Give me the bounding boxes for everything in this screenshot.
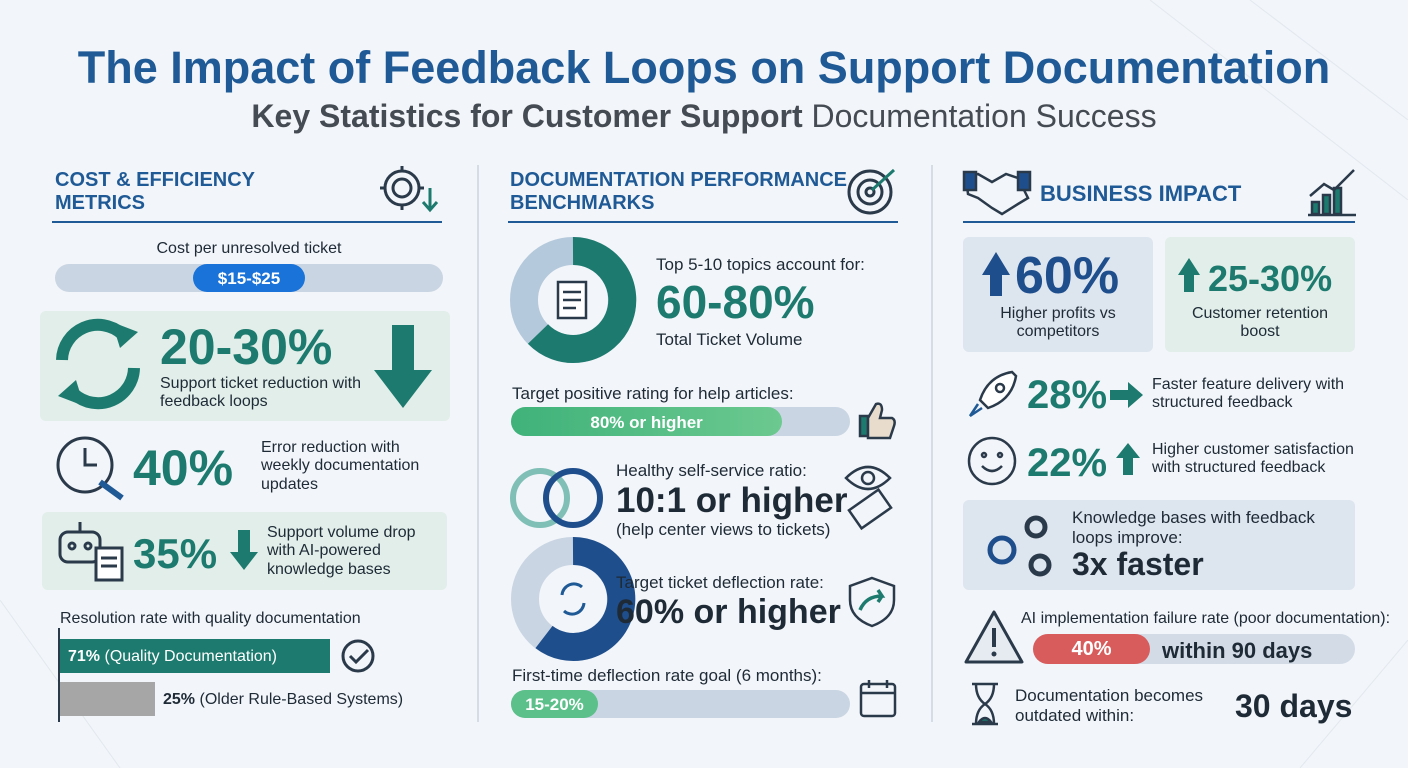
satisfaction-value: 22% <box>1027 441 1108 485</box>
subtitle-bold: Key Statistics for Customer Support <box>251 98 803 134</box>
topics-donut-arc <box>527 236 637 363</box>
outdated-value: 30 days <box>1235 688 1353 724</box>
robot-icon <box>58 522 124 582</box>
volume-text: Support volume drop with AI-powered know… <box>267 524 416 578</box>
hourglass-icon <box>972 682 998 726</box>
shield-icon <box>848 576 896 628</box>
down-arrow <box>230 530 258 570</box>
reduction-box <box>40 311 450 421</box>
calendar-icon <box>859 680 897 718</box>
topics-text: Total Ticket Volume <box>656 330 803 349</box>
bar-value-label: 25% <box>163 691 196 708</box>
check-icon <box>341 639 375 673</box>
knowledge-value: 3x faster <box>1072 546 1204 582</box>
profits-box <box>963 237 1153 352</box>
topics-lead: Top 5-10 topics account for: <box>656 255 865 274</box>
cost-label: Cost per unresolved ticket <box>156 240 342 257</box>
section-heading: COST & EFFICIENCY METRICS <box>55 169 255 214</box>
failure-text: AI implementation failure rate (poor doc… <box>1021 610 1391 627</box>
target-icon <box>847 168 896 215</box>
knowledge-box <box>963 500 1355 590</box>
bar-value-label: 71% <box>68 648 101 665</box>
eye-ticket-icon <box>844 465 893 531</box>
retention-box <box>1165 237 1355 352</box>
right-arrow <box>1110 382 1143 408</box>
reduction-value: 20-30% <box>160 319 333 375</box>
resolution-bar <box>60 639 330 673</box>
delivery-text: Faster feature delivery with structured … <box>1152 376 1345 412</box>
down-arrow <box>374 325 432 408</box>
deflection-donut-arc <box>535 536 636 661</box>
cost-pill <box>193 264 305 292</box>
resolution-title: Resolution rate with quality documentati… <box>60 610 361 627</box>
up-arrow <box>982 252 1010 296</box>
retention-text: Customer retention boost <box>1191 305 1329 341</box>
deflection-value: 60% or higher <box>616 593 841 631</box>
error-value: 40% <box>133 440 234 496</box>
failure-suffix: within 90 days <box>1162 638 1313 663</box>
reduction-text: Support ticket reduction with feedback l… <box>160 375 361 411</box>
error-text: Error reduction with weekly documentatio… <box>261 439 420 493</box>
cost-value: $15-$25 <box>217 269 281 288</box>
resolution-bar <box>60 682 155 716</box>
profits-value: 60% <box>1015 247 1120 305</box>
bar-name: (Quality Documentation) <box>104 648 277 665</box>
topics-value: 60-80% <box>656 276 815 328</box>
up-arrow <box>1116 443 1140 475</box>
cycle-icon <box>56 318 140 410</box>
first-time-lead: First-time deflection rate goal (6 month… <box>512 666 822 685</box>
delivery-value: 28% <box>1027 373 1108 417</box>
rating-bar <box>511 407 783 436</box>
handshake-icon <box>962 170 1032 216</box>
clock-icon <box>56 436 124 501</box>
growth-chart-icon <box>1308 169 1356 217</box>
subtitle-rest: Documentation Success <box>811 98 1157 134</box>
outdated-text: Documentation becomes outdated within: <box>1015 686 1204 725</box>
ring <box>510 468 570 528</box>
title: The Impact of Feedback Loops on Support … <box>77 42 1331 93</box>
section-heading: DOCUMENTATION PERFORMANCE BENCHMARKS <box>510 169 848 214</box>
thumbs-icon <box>858 402 896 440</box>
resolution-label: 25% (Older Rule-Based Systems) <box>163 691 403 709</box>
gears-icon <box>987 515 1052 577</box>
warning-icon <box>964 610 1024 664</box>
failure-pill <box>1033 634 1150 664</box>
rating-label: 80% or higher <box>590 413 703 432</box>
rocket-icon <box>968 370 1018 418</box>
first-time-fill <box>511 690 598 718</box>
section-heading: BUSINESS IMPACT <box>1040 181 1242 206</box>
document-icon <box>556 280 588 320</box>
volume-value: 35% <box>133 530 218 577</box>
ratio-text: (help center views to tickets) <box>616 520 831 539</box>
up-arrow <box>1178 258 1200 292</box>
rating-lead: Target positive rating for help articles… <box>512 384 794 403</box>
gear-dollar-icon <box>380 166 439 213</box>
retention-value: 25-30% <box>1208 258 1333 299</box>
ratio-value: 10:1 or higher <box>616 481 848 520</box>
refresh-icon <box>560 582 586 616</box>
ratio-lead: Healthy self-service ratio: <box>616 461 807 480</box>
deflection-lead: Target ticket deflection rate: <box>616 573 824 592</box>
failure-value: 40% <box>1071 638 1112 660</box>
bar-name: (Older Rule-Based Systems) <box>199 691 404 708</box>
smiley-icon <box>967 436 1017 486</box>
knowledge-text: Knowledge bases with feedback loops impr… <box>1072 508 1315 547</box>
satisfaction-text: Higher customer satisfaction with struct… <box>1152 441 1354 477</box>
first-time-value: 15-20% <box>525 695 584 714</box>
profits-text: Higher profits vs competitors <box>1000 305 1116 341</box>
ring <box>543 468 603 528</box>
subtitle: Key Statistics for Customer Support Docu… <box>0 98 1408 135</box>
resolution-label: 71% (Quality Documentation) <box>68 648 277 666</box>
